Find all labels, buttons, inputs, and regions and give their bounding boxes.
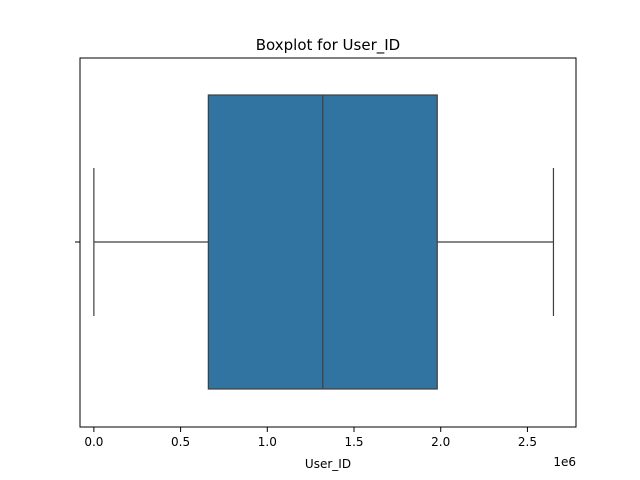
x-axis-label: User_ID [305, 457, 351, 471]
chart-title: Boxplot for User_ID [256, 36, 400, 55]
x-tick-label: 2.5 [518, 435, 537, 449]
x-tick-label: 1.0 [258, 435, 277, 449]
x-tick-label: 2.0 [431, 435, 450, 449]
x-tick-label: 1.5 [344, 435, 363, 449]
x-tick-label: 0.5 [171, 435, 190, 449]
x-offset-label: 1e6 [553, 455, 576, 469]
x-tick-label: 0.0 [84, 435, 103, 449]
